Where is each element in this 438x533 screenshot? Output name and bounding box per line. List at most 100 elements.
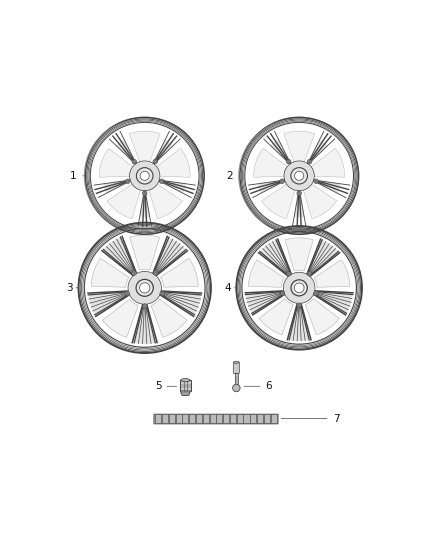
Polygon shape	[312, 179, 341, 193]
Ellipse shape	[234, 361, 239, 364]
Polygon shape	[314, 290, 353, 315]
Polygon shape	[311, 148, 345, 177]
Polygon shape	[91, 258, 129, 287]
Text: 6: 6	[265, 381, 272, 391]
Ellipse shape	[240, 117, 359, 234]
Bar	[209, 415, 215, 423]
Ellipse shape	[297, 191, 301, 196]
FancyBboxPatch shape	[235, 373, 238, 385]
FancyBboxPatch shape	[233, 362, 240, 374]
Polygon shape	[151, 299, 187, 337]
Ellipse shape	[133, 272, 135, 274]
Bar	[223, 415, 229, 423]
Polygon shape	[158, 179, 186, 193]
Polygon shape	[129, 131, 160, 162]
Ellipse shape	[287, 160, 290, 163]
Ellipse shape	[140, 171, 149, 180]
Ellipse shape	[281, 292, 284, 294]
Polygon shape	[258, 179, 286, 193]
Ellipse shape	[140, 282, 150, 293]
Polygon shape	[152, 139, 174, 165]
Polygon shape	[116, 139, 138, 165]
Ellipse shape	[125, 291, 129, 296]
Polygon shape	[259, 239, 292, 277]
Ellipse shape	[130, 161, 160, 191]
Polygon shape	[254, 148, 287, 177]
Ellipse shape	[297, 303, 301, 308]
Bar	[250, 415, 256, 423]
Ellipse shape	[144, 192, 146, 195]
Polygon shape	[306, 139, 328, 165]
Bar	[237, 415, 243, 423]
Ellipse shape	[160, 291, 165, 296]
Polygon shape	[139, 190, 150, 217]
Text: 2: 2	[226, 171, 233, 181]
Polygon shape	[285, 238, 313, 271]
Ellipse shape	[291, 168, 307, 184]
Ellipse shape	[286, 159, 291, 164]
Ellipse shape	[126, 292, 128, 295]
Polygon shape	[160, 290, 201, 317]
Ellipse shape	[281, 180, 283, 182]
Text: 3: 3	[66, 283, 72, 293]
Ellipse shape	[280, 179, 284, 183]
Polygon shape	[261, 184, 295, 219]
Ellipse shape	[246, 123, 353, 228]
Polygon shape	[259, 298, 293, 335]
Polygon shape	[103, 179, 132, 193]
Ellipse shape	[153, 271, 158, 276]
Polygon shape	[149, 184, 182, 219]
Bar	[162, 415, 168, 423]
Polygon shape	[307, 239, 339, 277]
Bar	[203, 415, 209, 423]
Ellipse shape	[308, 160, 311, 163]
Ellipse shape	[288, 273, 290, 275]
Polygon shape	[284, 131, 314, 162]
Polygon shape	[130, 235, 159, 270]
Bar	[196, 415, 202, 423]
Ellipse shape	[136, 168, 153, 184]
Text: 7: 7	[333, 414, 340, 424]
Polygon shape	[102, 299, 138, 337]
Polygon shape	[287, 304, 311, 341]
Ellipse shape	[131, 271, 136, 276]
Ellipse shape	[132, 159, 137, 164]
Bar	[271, 415, 277, 423]
Ellipse shape	[298, 304, 300, 306]
Ellipse shape	[291, 280, 307, 296]
Ellipse shape	[308, 273, 311, 275]
Polygon shape	[248, 260, 284, 287]
Ellipse shape	[307, 272, 312, 276]
Ellipse shape	[294, 283, 304, 293]
Ellipse shape	[160, 180, 163, 182]
Ellipse shape	[283, 272, 315, 303]
Bar	[257, 415, 263, 423]
Ellipse shape	[154, 272, 157, 274]
Bar	[189, 415, 195, 423]
Ellipse shape	[181, 378, 190, 382]
Polygon shape	[305, 298, 339, 335]
Bar	[169, 415, 175, 423]
Bar	[182, 415, 188, 423]
Text: 4: 4	[225, 283, 231, 293]
Bar	[155, 415, 161, 423]
Ellipse shape	[126, 179, 130, 183]
Ellipse shape	[85, 117, 204, 234]
Polygon shape	[180, 391, 191, 395]
Ellipse shape	[280, 291, 285, 295]
Ellipse shape	[85, 117, 204, 234]
Polygon shape	[314, 260, 350, 287]
Polygon shape	[152, 237, 187, 276]
Ellipse shape	[128, 271, 161, 304]
Polygon shape	[304, 184, 337, 219]
FancyBboxPatch shape	[180, 380, 191, 391]
Ellipse shape	[307, 159, 312, 164]
Ellipse shape	[240, 117, 359, 234]
Polygon shape	[293, 190, 305, 217]
Polygon shape	[88, 290, 129, 317]
Ellipse shape	[314, 292, 317, 294]
Ellipse shape	[161, 292, 163, 295]
Polygon shape	[270, 139, 292, 165]
Polygon shape	[245, 290, 285, 315]
Bar	[216, 415, 223, 423]
